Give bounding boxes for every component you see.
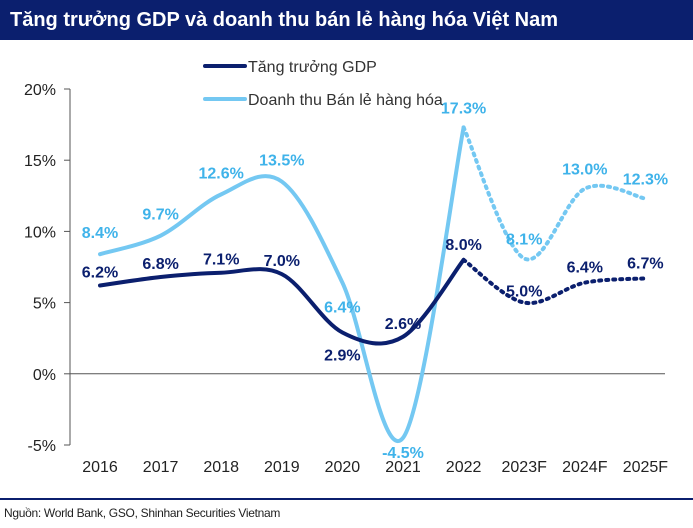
retail-data-label: 8.4% (82, 225, 118, 242)
footer-divider (0, 498, 693, 500)
x-tick-label: 2024F (562, 459, 608, 476)
gdp-data-label: 7.0% (264, 253, 300, 270)
retail-data-label: 12.6% (199, 165, 244, 182)
legend: Tăng trưởng GDP Doanh thu Bán lẻ hàng hóa (203, 59, 443, 109)
retail-actual-line (98, 125, 466, 443)
retail-data-label: 17.3% (441, 100, 486, 117)
legend-label-gdp: Tăng trưởng GDP (248, 59, 377, 76)
x-tick-label: 2019 (264, 459, 300, 476)
line-chart: 20% 15% 10% 5% 0% -5% 2016 2017 2018 2019 2020 2021… (24, 59, 668, 476)
gdp-actual-line (98, 257, 466, 346)
gdp-forecast-line (461, 257, 648, 306)
y-tick-label: 0% (33, 367, 56, 384)
retail-forecast-line (461, 125, 648, 262)
x-tick-label: 2022 (446, 459, 482, 476)
source-note: Nguồn: World Bank, GSO, Shinhan Securiti… (4, 506, 281, 520)
y-tick-label: -5% (28, 438, 56, 455)
retail-data-label: 8.1% (506, 231, 542, 248)
retail-data-label: 6.4% (324, 300, 360, 317)
data-labels: 6.2% 6.8% 7.1% 7.0% 2.9% 2.6% 8.0% 5.0% 6.4% 6.7%… (82, 100, 668, 461)
retail-data-label: 13.5% (259, 153, 304, 170)
x-tick-label: 2017 (143, 459, 179, 476)
gdp-data-label: 2.6% (385, 316, 421, 333)
chart-title: Tăng trưởng GDP và doanh thu bán lẻ hàng… (0, 0, 693, 40)
series-lines (98, 125, 648, 443)
y-tick-label: 5% (33, 296, 56, 313)
y-tick-label: 10% (24, 224, 56, 241)
y-tick-label: 20% (24, 82, 56, 99)
retail-data-label: 13.0% (562, 162, 607, 179)
gdp-data-label: 6.8% (142, 256, 178, 273)
x-tick-label: 2021 (385, 459, 421, 476)
x-tick-label: 2023F (502, 459, 548, 476)
retail-data-label: -4.5% (382, 445, 424, 462)
y-tick-label: 15% (24, 153, 56, 170)
x-tick-label: 2018 (203, 459, 239, 476)
axes: 20% 15% 10% 5% 0% -5% 2016 2017 2018 2019 2020 2021… (24, 82, 668, 476)
gdp-data-label: 8.0% (445, 237, 481, 254)
gdp-data-label: 5.0% (506, 284, 542, 301)
x-tick-label: 2020 (325, 459, 361, 476)
legend-label-retail: Doanh thu Bán lẻ hàng hóa (248, 92, 443, 109)
gdp-data-label: 6.7% (627, 255, 663, 272)
gdp-data-label: 2.9% (324, 348, 360, 365)
x-tick-label: 2016 (82, 459, 118, 476)
x-tick-label: 2025F (623, 459, 669, 476)
gdp-data-label: 6.2% (82, 265, 118, 282)
retail-data-label: 12.3% (623, 172, 668, 189)
retail-data-label: 9.7% (142, 207, 178, 224)
gdp-data-label: 7.1% (203, 252, 239, 269)
gdp-data-label: 6.4% (567, 260, 603, 277)
